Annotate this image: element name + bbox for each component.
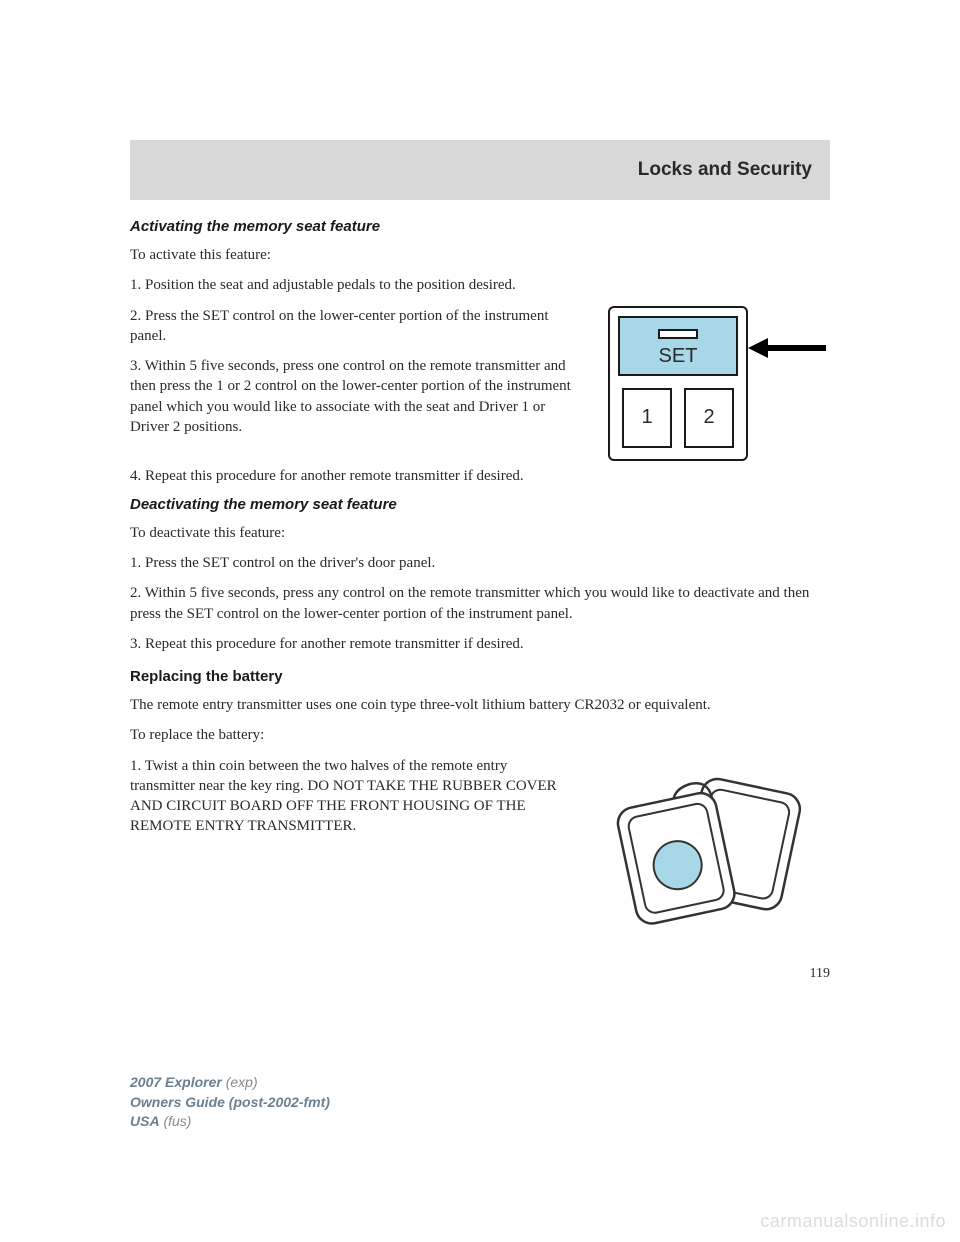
section1-intro: To activate this feature: — [130, 245, 830, 265]
section3-heading: Replacing the battery — [130, 668, 830, 685]
footer-region: USA — [130, 1113, 160, 1129]
pointer-arrow-icon — [748, 340, 828, 356]
section1-step1: 1. Position the seat and adjustable peda… — [130, 275, 830, 295]
keyfob-figure — [580, 756, 830, 946]
section2-step2: 2. Within 5 five seconds, press any cont… — [130, 583, 830, 624]
set-slot-icon — [658, 329, 698, 339]
battery-step-with-figure: 1. Twist a thin coin between the two hal… — [130, 756, 830, 946]
section3-p2: To replace the battery: — [130, 725, 830, 745]
watermark-text: carmanualsonline.info — [760, 1211, 946, 1232]
section1-heading: Activating the memory seat feature — [130, 218, 830, 235]
set-panel-figure: SET 1 2 — [600, 306, 830, 466]
section2-step3: 3. Repeat this procedure for another rem… — [130, 634, 830, 654]
footer-model: 2007 Explorer — [130, 1074, 222, 1090]
footer-block: 2007 Explorer (exp) Owners Guide (post-2… — [130, 1073, 330, 1132]
chapter-title: Locks and Security — [638, 159, 812, 181]
section1-step2: 2. Press the SET control on the lower-ce… — [130, 306, 580, 347]
section2-intro: To deactivate this feature: — [130, 523, 830, 543]
footer-guide: Owners Guide (post-2002-fmt) — [130, 1093, 330, 1113]
page-content: Locks and Security Activating the memory… — [0, 0, 960, 982]
step2-with-figure: 2. Press the SET control on the lower-ce… — [130, 306, 830, 466]
page-number: 119 — [130, 966, 830, 982]
memory-button-1: 1 — [622, 388, 672, 448]
section3-p1: The remote entry transmitter uses one co… — [130, 695, 830, 715]
keyfob-svg — [580, 756, 830, 946]
header-band: Locks and Security — [130, 140, 830, 200]
section2-heading: Deactivating the memory seat feature — [130, 496, 830, 513]
set-label: SET — [659, 345, 698, 368]
footer-model-code: (exp) — [226, 1074, 258, 1090]
set-button-graphic: SET — [618, 316, 738, 376]
footer-region-code: (fus) — [163, 1113, 191, 1129]
memory-button-2: 2 — [684, 388, 734, 448]
section1-step3: 3. Within 5 five seconds, press one cont… — [130, 356, 580, 437]
section1-step4: 4. Repeat this procedure for another rem… — [130, 466, 830, 486]
section3-step1: 1. Twist a thin coin between the two hal… — [130, 756, 560, 837]
section2-step1: 1. Press the SET control on the driver's… — [130, 553, 830, 573]
